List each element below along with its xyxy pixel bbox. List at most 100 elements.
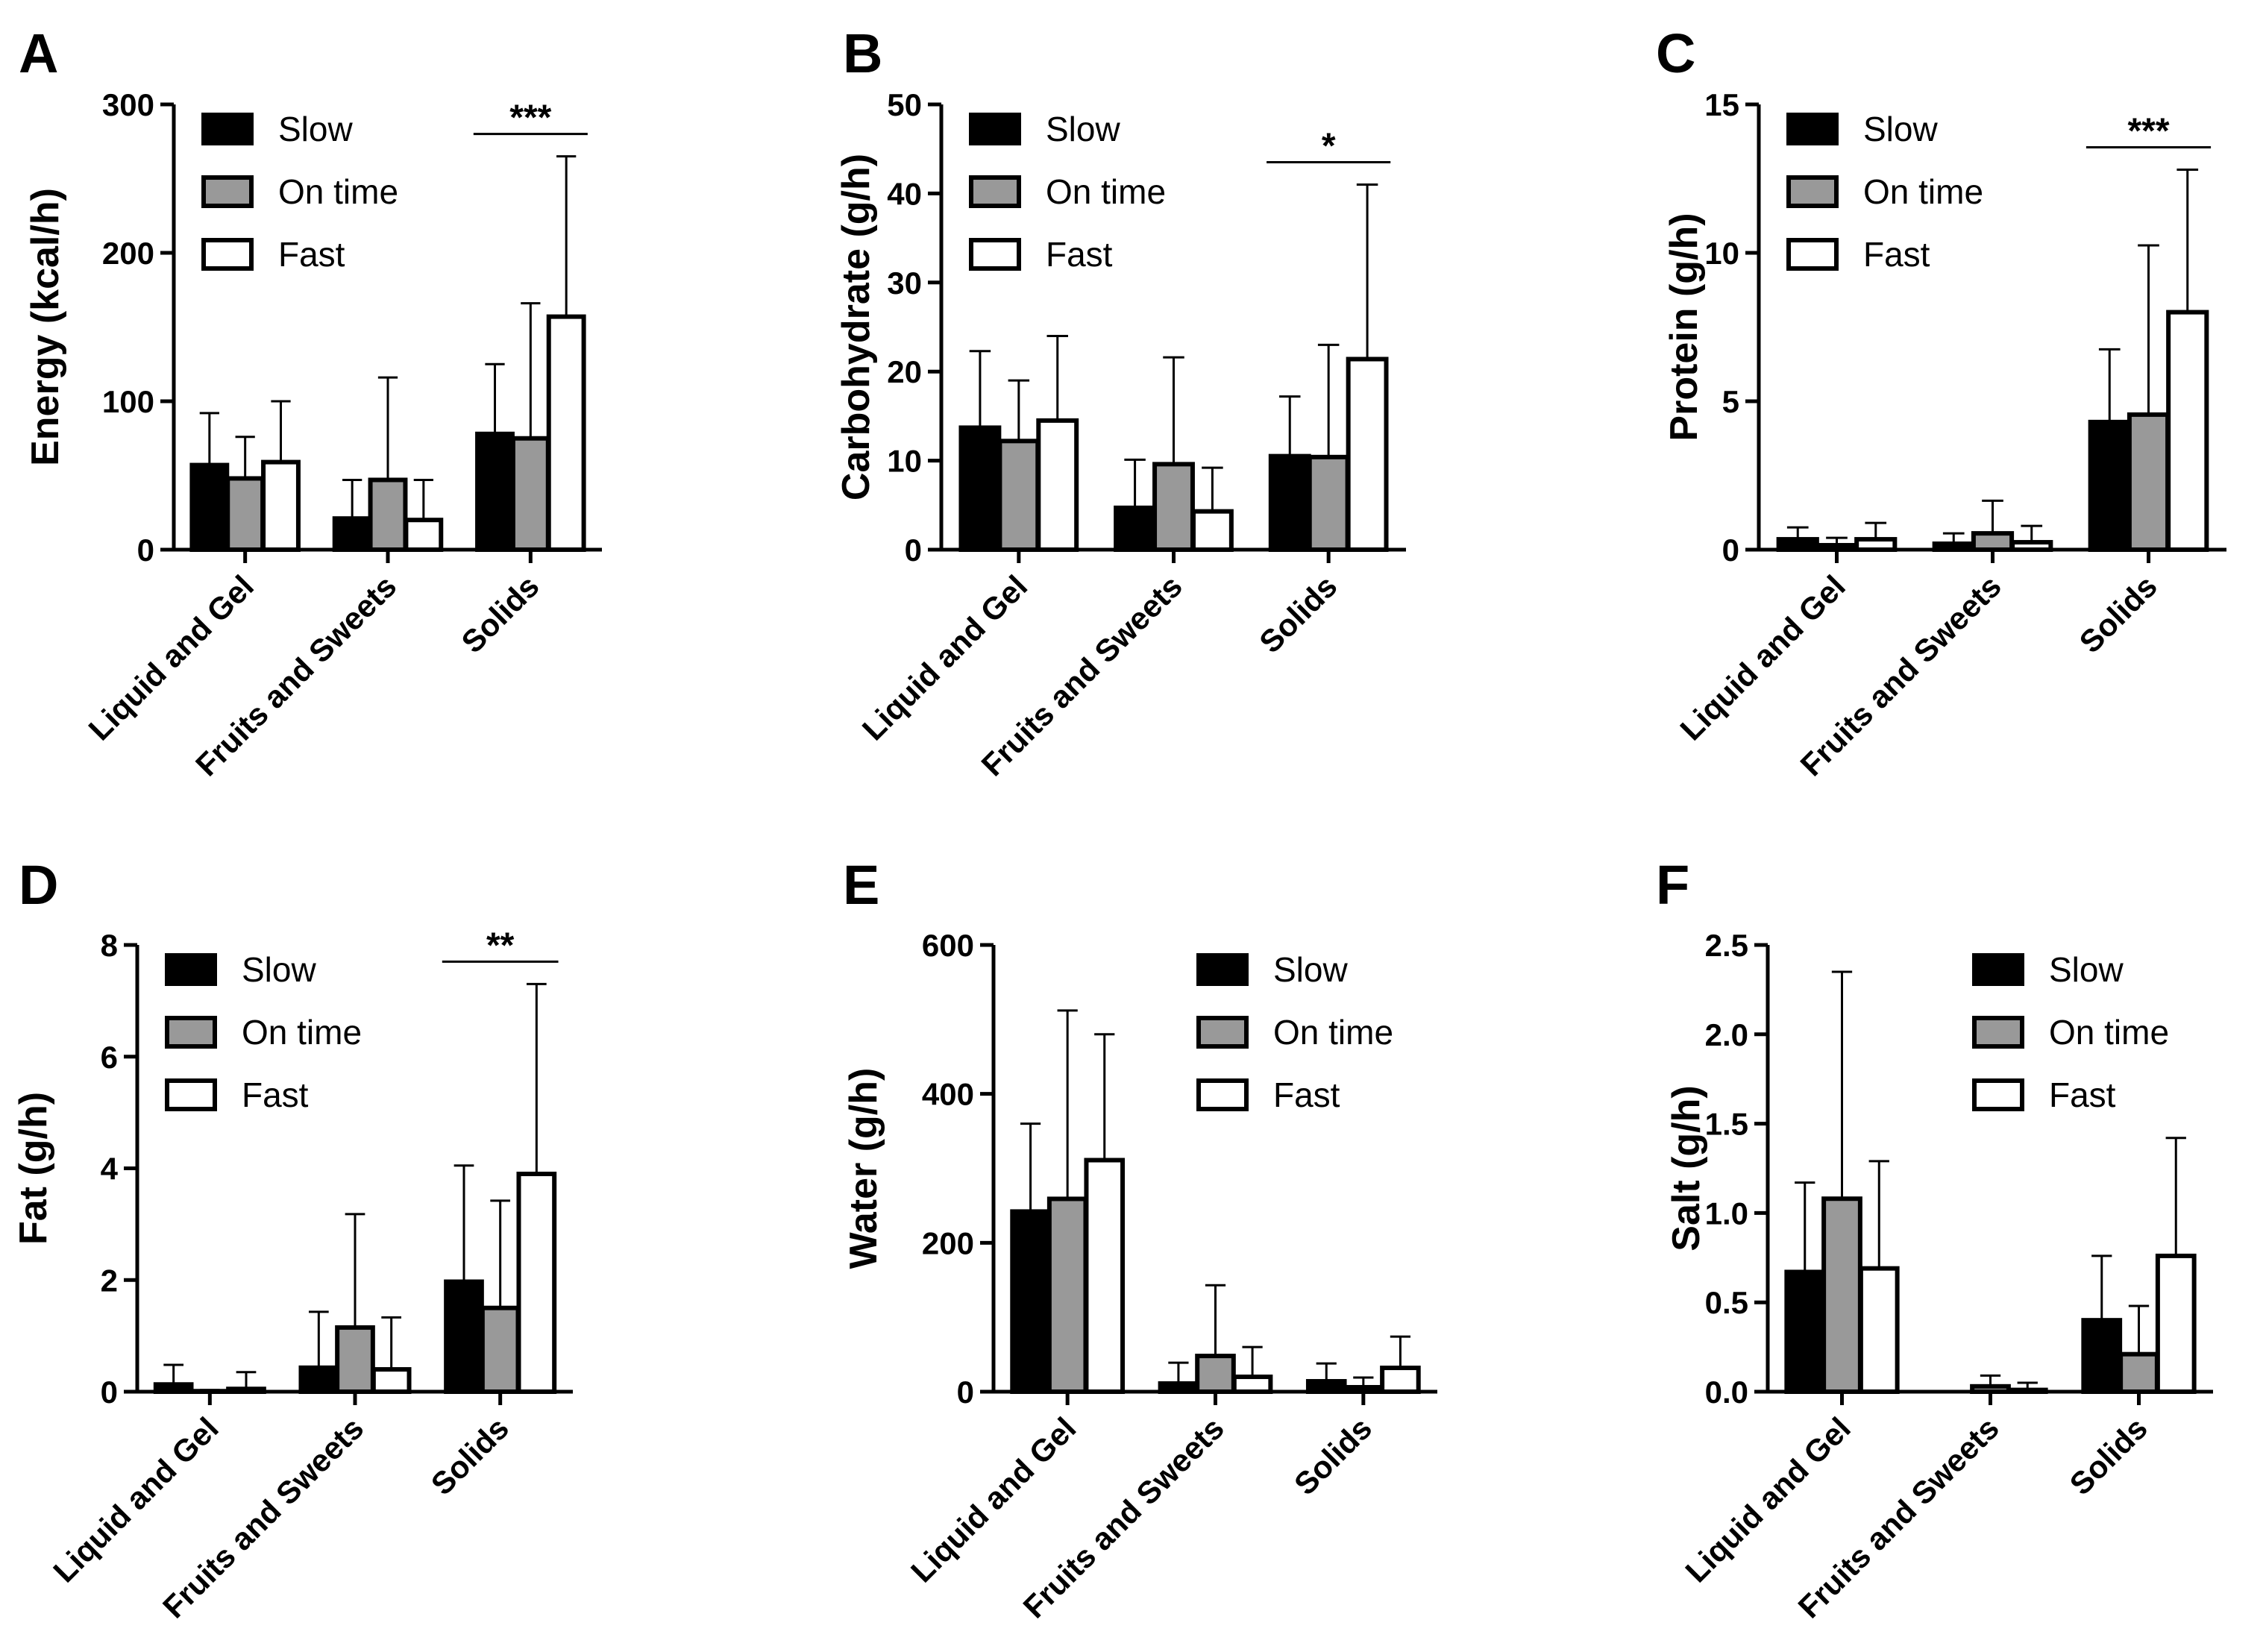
bar-fast: [226, 1386, 266, 1394]
legend-swatch-on-time: [1972, 1016, 2024, 1049]
bar-on-time: [997, 439, 1041, 552]
bar-fast: [1858, 1266, 1900, 1395]
bar-slow: [1158, 1381, 1199, 1394]
panel-letter: C: [1656, 22, 1695, 84]
legend-label: Slow: [2049, 950, 2124, 989]
y-axis-label: Carbohydrate (g/h): [835, 154, 878, 500]
bar-on-time: [1815, 543, 1859, 553]
bar-on-time: [510, 436, 550, 552]
legend-swatch-fast: [1972, 1078, 2024, 1111]
y-tick-label: 2: [101, 1263, 118, 1298]
y-tick-label: 300: [102, 87, 154, 122]
panel-letter: F: [1656, 854, 1689, 916]
panel-letter: B: [843, 22, 882, 84]
legend-swatch-on-time: [969, 175, 1021, 208]
bar-fast: [546, 314, 586, 552]
x-category-label: Solids: [1252, 568, 1343, 659]
bar-fast: [1346, 357, 1389, 553]
legend-label: Slow: [278, 110, 353, 148]
y-tick-label: 100: [102, 384, 154, 419]
y-axis-label: Water (g/h): [842, 1068, 885, 1269]
legend-swatch-slow: [969, 113, 1021, 145]
legend-swatch-slow: [201, 113, 254, 145]
y-tick-label: 30: [887, 266, 922, 301]
y-tick-label: 10: [887, 444, 922, 479]
bar-on-time: [1046, 1196, 1088, 1394]
legend-swatch-fast: [201, 238, 254, 271]
panel-b: B Carbohydrate (g/h) 0 10 20 30 40 50 Liquid and…: [835, 22, 1406, 783]
y-axis-label: Salt (g/h): [1665, 1085, 1708, 1251]
significance-label: ***: [509, 98, 551, 138]
legend-swatch-on-time: [201, 175, 254, 208]
y-tick-label: 1.0: [1705, 1196, 1748, 1231]
y-tick-label: 10: [1704, 236, 1739, 271]
bar-fast: [2006, 1387, 2048, 1395]
bar-on-time: [1971, 531, 2015, 552]
panel-letter: A: [19, 22, 58, 84]
bar-slow: [475, 431, 515, 553]
bar-slow: [298, 1365, 339, 1394]
x-category-label: Liquid and Gel: [1673, 568, 1851, 747]
bar-on-time: [2118, 1351, 2159, 1394]
bar-slow: [2088, 419, 2131, 552]
legend-label: Fast: [1273, 1075, 1340, 1114]
legend-label: On time: [2049, 1013, 2169, 1052]
y-tick-label: 0: [1722, 533, 1739, 568]
y-tick-label: 2.5: [1705, 928, 1748, 963]
legend-label: On time: [1273, 1013, 1393, 1052]
y-tick-label: 0.0: [1705, 1375, 1748, 1410]
y-tick-label: 600: [922, 928, 974, 963]
x-category-label: Solids: [2063, 1410, 2154, 1501]
legend-label: Fast: [278, 235, 345, 274]
bar-slow: [332, 516, 372, 553]
y-tick-label: 200: [922, 1225, 974, 1260]
y-tick-label: 0: [905, 533, 922, 568]
bar-on-time: [335, 1325, 375, 1395]
x-category-label: Solids: [424, 1410, 515, 1501]
bar-on-time: [1970, 1384, 2011, 1395]
legend-swatch-slow: [1972, 953, 2024, 986]
y-tick-label: 0.5: [1705, 1285, 1748, 1320]
x-category-label: Solids: [2073, 568, 2164, 659]
bar-fast: [2155, 1253, 2197, 1395]
bar-on-time: [2127, 412, 2171, 552]
y-tick-label: 1.5: [1705, 1107, 1748, 1142]
bar-fast: [261, 459, 301, 553]
bar-slow: [2081, 1318, 2123, 1395]
legend-label: Fast: [1046, 235, 1113, 274]
y-axis-label: Energy (kcal/h): [24, 188, 67, 466]
y-tick-label: 5: [1722, 384, 1739, 419]
legend-label: On time: [1863, 172, 1983, 211]
y-tick-label: 8: [101, 928, 118, 963]
legend-label: Slow: [1273, 950, 1348, 989]
y-tick-label: 0: [137, 533, 154, 568]
legend-label: Fast: [1863, 235, 1930, 274]
y-tick-label: 400: [922, 1077, 974, 1112]
x-category-label: Solids: [1287, 1410, 1378, 1501]
bar-slow: [1776, 537, 1819, 553]
bar-slow: [1932, 541, 1975, 552]
bar-slow: [153, 1382, 194, 1394]
significance-label: ***: [2127, 112, 2169, 151]
legend-swatch-on-time: [1196, 1016, 1249, 1049]
legend-swatch-fast: [165, 1078, 217, 1111]
bar-slow: [1305, 1379, 1347, 1394]
y-tick-label: 0: [101, 1375, 118, 1410]
bar-fast: [2010, 540, 2053, 552]
bar-slow: [958, 425, 1002, 552]
bar-slow: [1268, 453, 1311, 553]
y-tick-label: 0: [957, 1375, 974, 1410]
bar-fast: [404, 518, 444, 553]
bar-fast: [1231, 1375, 1273, 1394]
legend-label: Slow: [1863, 110, 1938, 148]
legend-swatch-on-time: [1786, 175, 1839, 208]
bar-fast: [1380, 1366, 1421, 1395]
bar-fast: [1084, 1158, 1126, 1394]
bar-fast: [371, 1367, 412, 1395]
significance-label: *: [1322, 126, 1336, 166]
bar-on-time: [225, 476, 266, 552]
